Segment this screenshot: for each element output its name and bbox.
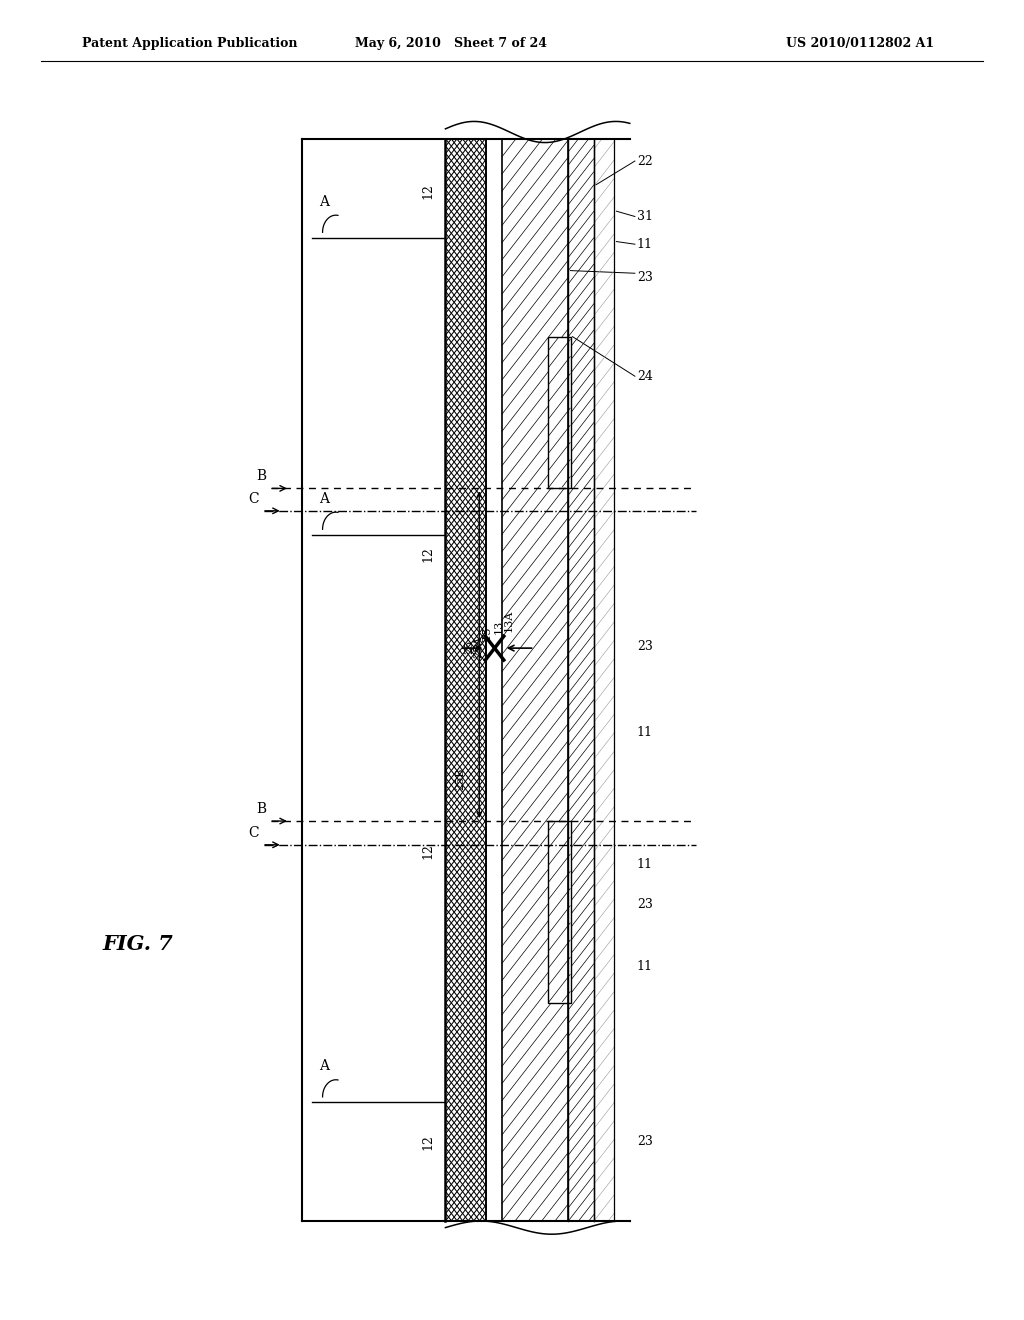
- Text: 25A: 25A: [473, 636, 483, 657]
- Text: US 2010/0112802 A1: US 2010/0112802 A1: [786, 37, 934, 50]
- Text: A: A: [318, 1059, 329, 1073]
- Bar: [548, 337, 571, 488]
- Text: May 6, 2010   Sheet 7 of 24: May 6, 2010 Sheet 7 of 24: [354, 37, 547, 50]
- Text: 12: 12: [422, 546, 434, 562]
- Text: 12: 12: [422, 183, 434, 199]
- Text: 31: 31: [637, 210, 653, 223]
- Bar: [568, 139, 594, 1221]
- Text: A: A: [318, 491, 329, 506]
- Text: B: B: [256, 801, 266, 816]
- Text: 22: 22: [637, 154, 652, 168]
- Text: 13A: 13A: [504, 610, 514, 631]
- Bar: [502, 139, 568, 1221]
- Text: 13: 13: [494, 620, 504, 634]
- Text: B: B: [256, 469, 266, 483]
- Text: 11: 11: [637, 726, 653, 739]
- Bar: [594, 139, 614, 1221]
- Text: Patent Application Publication: Patent Application Publication: [82, 37, 297, 50]
- Text: 11: 11: [637, 238, 653, 251]
- Text: A: A: [318, 194, 329, 209]
- Bar: [445, 139, 630, 1221]
- Text: C: C: [249, 825, 259, 840]
- Text: 11: 11: [637, 960, 653, 973]
- Text: C: C: [249, 491, 259, 506]
- Text: 23: 23: [637, 271, 653, 284]
- Text: 12: 12: [422, 1134, 434, 1150]
- Text: T5: T5: [482, 627, 493, 640]
- Bar: [445, 139, 486, 1221]
- Text: FIG. 7: FIG. 7: [102, 933, 174, 954]
- Text: 12: 12: [422, 843, 434, 859]
- Text: 23: 23: [637, 1135, 653, 1148]
- Text: 23: 23: [637, 640, 653, 653]
- Text: 24: 24: [637, 370, 653, 383]
- Text: 25: 25: [464, 640, 474, 653]
- Text: 25B: 25B: [455, 768, 465, 789]
- Bar: [548, 821, 571, 1003]
- Text: 11: 11: [637, 858, 653, 871]
- Text: 23: 23: [637, 898, 653, 911]
- Bar: [486, 139, 502, 1221]
